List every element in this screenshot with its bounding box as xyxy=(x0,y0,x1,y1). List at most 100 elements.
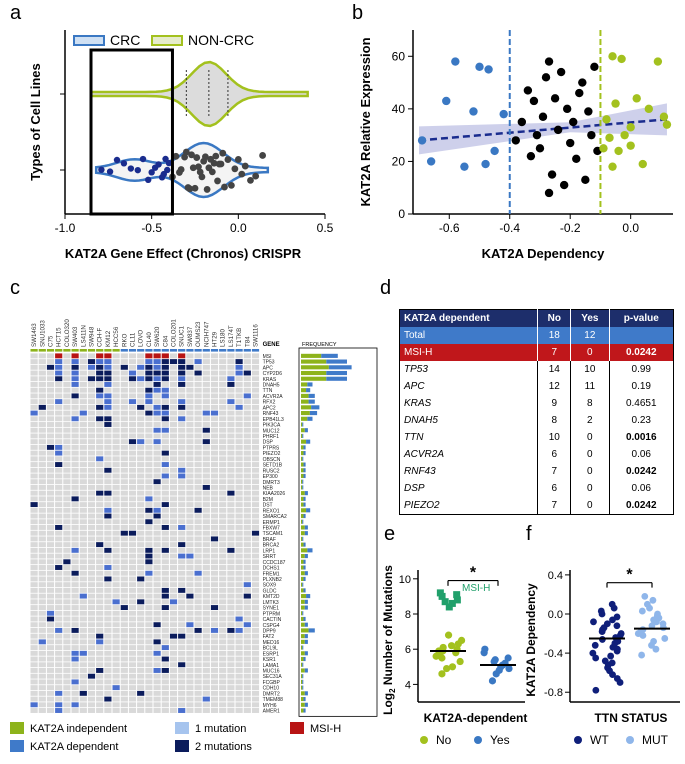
mutation-cell xyxy=(63,668,71,673)
mutation-cell xyxy=(202,576,210,582)
mutation-cell xyxy=(63,656,71,662)
frequency-bar-dependent xyxy=(302,645,304,650)
mutation-cell xyxy=(96,639,104,645)
mutation-cell xyxy=(63,605,71,610)
mutation-cell xyxy=(243,690,251,696)
mutation-cell xyxy=(71,479,79,485)
mutation-cell xyxy=(79,484,87,490)
mut-point xyxy=(648,622,656,630)
mutation-cell xyxy=(251,382,260,387)
mutation-cell xyxy=(46,668,55,673)
mutation-cell xyxy=(202,639,210,645)
dependent-point xyxy=(490,146,499,156)
independent-point xyxy=(608,162,617,171)
mutation-cell xyxy=(120,399,128,405)
mutation-cell xyxy=(112,364,120,370)
mutation-cell xyxy=(38,450,46,456)
mutation-cell xyxy=(104,599,112,605)
mutation-cell xyxy=(210,364,219,370)
intermediate-point xyxy=(584,107,593,116)
mutation-cell xyxy=(46,410,55,416)
crc-dependent-point xyxy=(148,169,155,176)
mutation-cell xyxy=(235,462,243,467)
frequency-bar-independent xyxy=(301,691,305,696)
mutation-cell xyxy=(227,450,235,456)
mutation-cell xyxy=(145,439,153,445)
mutation-cell xyxy=(71,679,79,685)
mutation-cell xyxy=(112,404,120,410)
legend-yes-label: Yes xyxy=(490,733,510,747)
mutation-cell xyxy=(169,410,178,416)
frequency-bar-independent xyxy=(301,491,305,496)
mutation-cell xyxy=(186,605,194,610)
mutation-cell xyxy=(71,576,79,582)
mutation-cell xyxy=(219,536,227,542)
mutation-cell xyxy=(178,370,186,376)
cell-line-label: COLO201 xyxy=(171,319,178,347)
mutation-cell xyxy=(137,393,145,399)
mutation-cell xyxy=(153,502,161,508)
mutation-cell xyxy=(227,570,235,576)
cell-line-label: SW948 xyxy=(89,326,96,347)
dependency-status-cell xyxy=(137,349,145,352)
cell-gene: TP53 xyxy=(399,361,539,378)
mutation-cell xyxy=(178,565,186,570)
mutation-cell xyxy=(235,542,243,548)
mutation-cell xyxy=(87,439,96,445)
mutation-cell xyxy=(112,496,120,502)
mutation-cell xyxy=(202,490,210,496)
mutation-cell xyxy=(235,353,243,359)
mutation-cell xyxy=(235,673,243,679)
mutation-cell xyxy=(120,559,128,565)
gene-label: MUC16 xyxy=(263,669,280,675)
mutation-cell xyxy=(186,530,194,536)
mutation-cell xyxy=(38,565,46,570)
mutation-cell xyxy=(153,685,161,691)
mutation-cell xyxy=(178,467,186,473)
mutation-cell xyxy=(38,370,46,376)
mutation-cell xyxy=(55,382,63,387)
frequency-bar-dependent xyxy=(304,525,308,530)
mutation-cell xyxy=(227,536,235,542)
frequency-bar-dependent xyxy=(303,588,306,593)
mutation-cell xyxy=(137,593,145,599)
mutation-cell xyxy=(202,456,210,462)
mutation-cell xyxy=(178,587,186,593)
mutation-cell xyxy=(219,650,227,656)
mutation-cell xyxy=(104,387,112,393)
legend-msi-swatch xyxy=(290,722,304,734)
mutation-cell xyxy=(104,370,112,376)
mutation-cell xyxy=(55,450,63,456)
mutation-cell xyxy=(161,702,169,708)
mutation-cell xyxy=(251,370,260,376)
mutation-cell xyxy=(235,393,243,399)
mutation-cell xyxy=(169,507,178,513)
mutation-cell xyxy=(38,673,46,679)
mutation-cell xyxy=(169,593,178,599)
mutation-cell xyxy=(38,605,46,610)
mutation-cell xyxy=(227,525,235,530)
mutation-cell xyxy=(63,502,71,508)
mutation-cell xyxy=(178,639,186,645)
dependency-status-cell xyxy=(104,349,112,352)
mutation-cell xyxy=(63,627,71,633)
mutation-cell xyxy=(128,605,137,610)
mutation-cell xyxy=(137,444,145,450)
mutation-cell xyxy=(169,525,178,530)
mutation-cell xyxy=(120,679,128,685)
mutation-cell xyxy=(145,422,153,427)
intermediate-point xyxy=(569,117,578,127)
gene-label: MUC12 xyxy=(263,428,280,434)
frequency-bar-independent xyxy=(301,702,305,707)
mutation-cell xyxy=(79,370,87,376)
gene-label: SRRT xyxy=(263,554,277,560)
frequency-bar-independent xyxy=(301,559,304,564)
msi-point xyxy=(448,599,456,607)
frequency-bar-independent xyxy=(301,456,303,461)
mutation-cell xyxy=(194,668,202,673)
mutation-cell xyxy=(219,399,227,405)
mutation-cell xyxy=(63,673,71,679)
mutation-cell xyxy=(112,376,120,382)
mutation-cell xyxy=(227,576,235,582)
mutation-cell xyxy=(30,376,38,382)
